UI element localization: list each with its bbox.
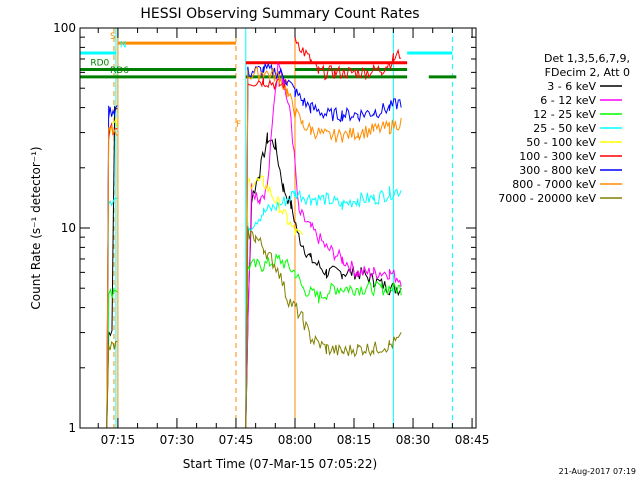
legend-label-1: 6 - 12 keV (540, 94, 596, 107)
x-tick-label-6: 08:45 (455, 433, 490, 447)
flag-label-n: N (120, 40, 127, 50)
flag-label-rd0: RD0 (90, 59, 109, 69)
legend-label-4: 50 - 100 keV (526, 136, 596, 149)
flag-label-s: S (110, 32, 116, 42)
series-line-4-1 (245, 174, 304, 429)
legend-label-7: 800 - 7000 keV (512, 178, 596, 191)
series-line-0-1 (245, 132, 402, 429)
x-axis-label: Start Time (07-Mar-15 07:05:22) (183, 457, 377, 471)
chart-footer: 21-Aug-2017 07:19 (559, 467, 636, 476)
x-tick-label-1: 07:30 (160, 433, 195, 447)
y-axis-label: Count Rate (s⁻¹ detector⁻¹) (29, 146, 43, 309)
series-line-5-2 (294, 37, 402, 81)
series-line-5-1 (245, 77, 288, 429)
series-line-2-1 (245, 252, 402, 429)
x-tick-label-0: 07:15 (101, 433, 136, 447)
legend-label-2: 12 - 25 keV (533, 108, 596, 121)
x-tick-label-5: 08:30 (396, 433, 431, 447)
legend-label-3: 25 - 50 keV (533, 122, 596, 135)
series-line-2-0 (106, 287, 118, 429)
y-tick-label-0: 1 (68, 421, 76, 435)
legend-label-5: 100 - 300 keV (519, 150, 596, 163)
series-line-3-1 (245, 186, 402, 429)
legend-label-8: 7000 - 20000 keV (498, 192, 596, 205)
x-tick-label-4: 08:15 (337, 433, 372, 447)
series-line-7-1 (245, 66, 402, 429)
legend-header-2: FDecim 2, Att 0 (545, 66, 630, 79)
series-line-8-1 (245, 226, 402, 429)
y-tick-label-1: 10 (61, 221, 76, 235)
series-line-7-0 (106, 124, 118, 429)
axes: 1 10 100 07:15 07:30 07:45 08:00 08:15 08:30 08:4… (53, 21, 489, 447)
x-tick-label-2: 07:45 (219, 433, 254, 447)
legend-header-1: Det 1,3,5,6,7,9, (544, 52, 630, 65)
plot-frame (79, 27, 477, 429)
legend-label-0: 3 - 6 keV (547, 80, 596, 93)
flag-label-f: F (236, 120, 241, 130)
series-line-6-1 (245, 62, 402, 429)
chart-title: HESSI Observing Summary Count Rates (140, 6, 419, 22)
series-line-8-0 (106, 340, 118, 429)
series-line-6-0 (106, 105, 118, 429)
flag-label-rd6: RD6 (110, 66, 129, 76)
series-line-1-0 (245, 62, 402, 429)
x-tick-label-3: 08:00 (278, 433, 313, 447)
legend-label-6: 300 - 800 keV (519, 164, 596, 177)
y-tick-label-2: 100 (53, 21, 76, 35)
